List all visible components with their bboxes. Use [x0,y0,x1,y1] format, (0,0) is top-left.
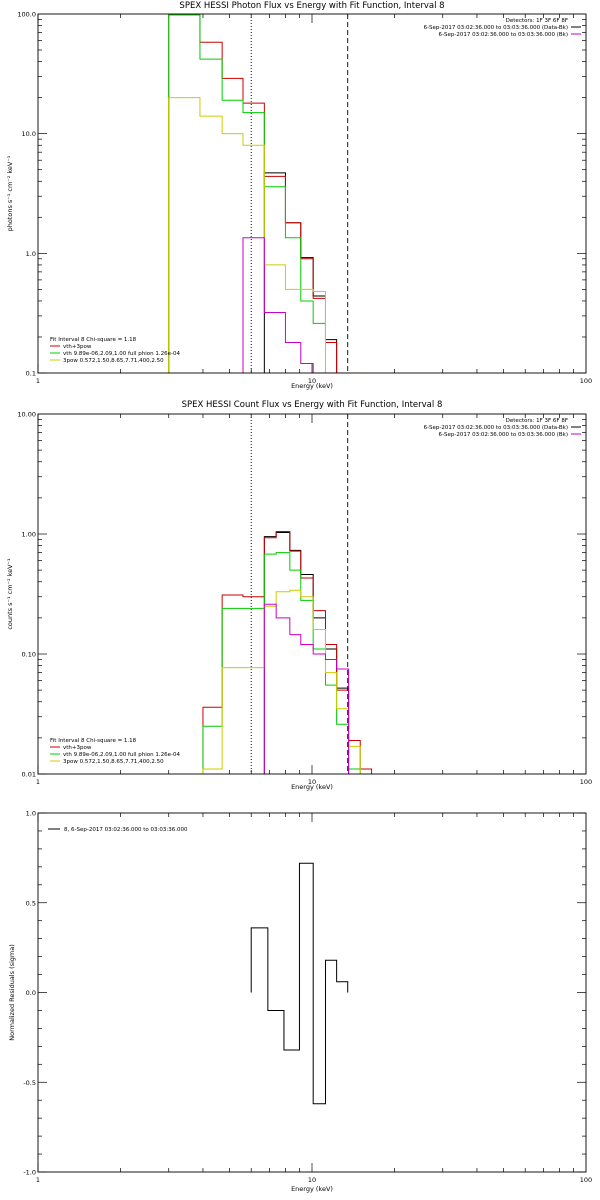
legend-entry: vth 9.89e-06,2.09,1.00 full phion 1.26e-… [63,351,180,357]
series-line-black [263,172,361,373]
chart-panel-3: 1 10 100 Energy (keV) -1.0 -0.5 0.0 0.5 1.0 Norma… [8,810,592,1194]
legend-entry: 6-Sep-2017 03:02:36.000 to 03:03:36.000 … [424,425,568,431]
plot-frame [37,812,587,1173]
y-tick-label: 0.5 [26,899,36,907]
y-tick-label: 0.1 [26,370,36,378]
y-axis-label: photons s⁻¹ cm⁻² keV⁻¹ [6,155,14,231]
x-axis: 1 10 100 Energy (keV) [36,14,592,390]
plot-frame [37,413,587,775]
x-tick-label: 10 [308,1176,316,1184]
y-tick-label: 0.10 [22,651,36,659]
x-tick-label: 100 [580,377,592,385]
legend-entry: 3pow 0.572,1.50,8.65,7.71,400,2.50 [63,759,164,765]
series-group [168,14,361,373]
y-tick-label: 1.0 [26,810,36,818]
x-axis-label: Energy (keV) [291,1185,333,1193]
legend-entry: Detectors: 1F 3F 6F 8F [506,418,568,424]
legend-entry: Fit Interval 8 Chi-square = 1.18 [50,337,137,343]
plot-frame [37,13,587,374]
x-tick-label: 10 [308,778,316,786]
x-tick-label: 1 [36,377,40,385]
series-line-residuals [250,862,349,1105]
x-axis: 1 10 100 Energy (keV) [36,414,592,791]
series-line-bk [242,237,349,373]
y-axis: -1.0 -0.5 0.0 0.5 1.0 Normalized Residuals (s… [8,810,586,1177]
legend-top: Detectors: 1F 3F 6F 8F6-Sep-2017 03:02:3… [424,18,581,38]
series-line-3pow [168,97,361,373]
legend-entry: vth+3pow [63,344,92,350]
legend-entry: vth+3pow [63,745,92,751]
series-line-vth-3pow [202,530,373,774]
legend-bottom: Fit Interval 8 Chi-square = 1.18vth+3pow… [50,337,180,364]
chart-title: SPEX HESSI Count Flux vs Energy with Fit… [182,400,443,410]
x-axis-label: Energy (keV) [291,783,333,791]
legend-entry: 6-Sep-2017 03:02:36.000 to 03:03:36.000 … [424,25,568,31]
legend-entry: 3pow 0.572,1.50,8.65,7.71,400,2.50 [63,358,164,364]
y-tick-label: 0.0 [26,989,36,997]
y-tick-label: 0.01 [22,771,36,779]
series-group [250,862,349,1105]
x-axis-label: Energy (keV) [291,382,333,390]
x-tick-label: 1 [36,1176,40,1184]
legend-top: Detectors: 1F 3F 6F 8F6-Sep-2017 03:02:3… [424,418,581,438]
x-tick-label: 100 [580,1176,592,1184]
y-tick-label: 100.0 [17,11,36,19]
y-tick-label: -0.5 [23,1079,36,1087]
legend-bottom: Fit Interval 8 Chi-square = 1.18vth+3pow… [50,738,180,765]
series-line-vth [202,552,361,774]
series-line-bk [263,603,350,774]
series-group [202,530,373,774]
y-tick-label: 1.0 [26,250,36,258]
x-tick-label: 100 [580,778,592,786]
legend-entry: 6-Sep-2017 03:02:36.000 to 03:03:36.000 … [439,32,569,38]
y-tick-label: 10.00 [17,411,36,419]
legend-entry: 6-Sep-2017 03:02:36.000 to 03:03:36.000 … [439,432,569,438]
y-axis-label: counts s⁻¹ cm⁻² keV⁻¹ [6,558,14,630]
legend-entry: Fit Interval 8 Chi-square = 1.18 [50,738,137,744]
legend-entry: 8, 6-Sep-2017 03:02:36.000 to 03:03:36.0… [64,827,188,833]
series-line-black [263,531,350,774]
x-axis: 1 10 100 Energy (keV) [36,813,592,1193]
chart-panel-2: SPEX HESSI Count Flux vs Energy with Fit… [6,400,592,791]
legend-top: 8, 6-Sep-2017 03:02:36.000 to 03:03:36.0… [48,827,188,833]
y-tick-label: -1.0 [23,1169,36,1177]
legend-entry: vth 9.89e-06,2.09,1.00 full phion 1.26e-… [63,752,180,758]
x-tick-label: 1 [36,778,40,786]
y-tick-label: 10.0 [22,130,36,138]
y-axis: 0.1 1.0 10.0 100.0 photons s⁻¹ cm⁻² keV⁻¹ [6,11,586,378]
y-axis: 0.01 0.10 1.00 10.00 counts s⁻¹ cm⁻² keV⁻¹ [6,411,586,779]
legend-entry: Detectors: 1F 3F 6F 8F [506,18,568,24]
series-line-3pow [202,589,361,774]
chart-title: SPEX HESSI Photon Flux vs Energy with Fi… [179,1,444,11]
x-tick-label: 10 [308,377,316,385]
chart-panel-1: SPEX HESSI Photon Flux vs Energy with Fi… [6,1,592,390]
y-axis-label: Normalized Residuals (sigma) [8,944,16,1041]
y-tick-label: 1.00 [22,531,36,539]
